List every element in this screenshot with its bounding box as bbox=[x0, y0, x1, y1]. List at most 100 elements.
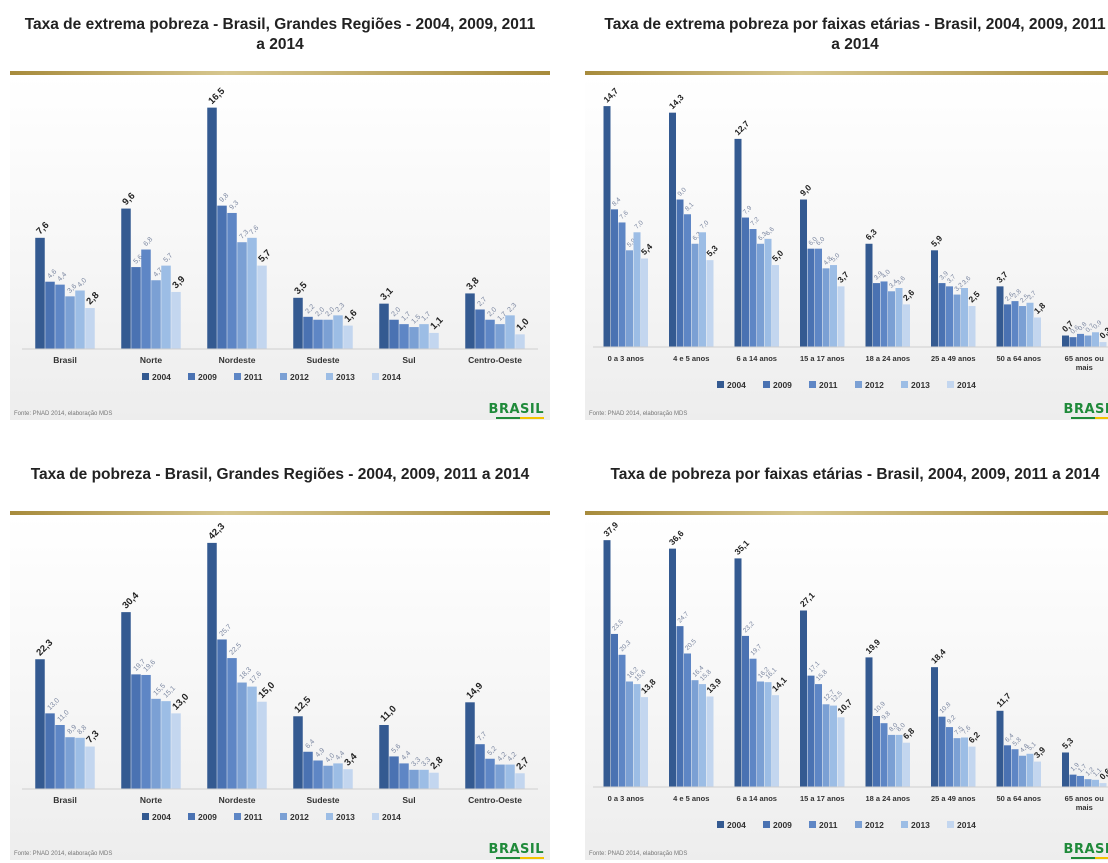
bar bbox=[669, 112, 676, 347]
data-label: 0,6 bbox=[1097, 766, 1108, 782]
bar bbox=[699, 684, 706, 787]
bar bbox=[75, 737, 85, 789]
bar bbox=[953, 738, 961, 787]
data-label: 6,3 bbox=[757, 231, 769, 243]
legend-label: 2004 bbox=[152, 812, 171, 822]
legend-swatch bbox=[188, 813, 195, 820]
bar bbox=[505, 764, 515, 789]
category-label: 0 a 3 anos bbox=[608, 354, 644, 363]
legend-label: 2011 bbox=[819, 380, 838, 390]
bar bbox=[1077, 333, 1084, 347]
category-label: 0 a 3 anos bbox=[608, 794, 644, 803]
bar bbox=[1034, 317, 1041, 347]
category-label: Sudeste bbox=[306, 795, 339, 805]
bar bbox=[961, 737, 968, 787]
data-label: 5,6 bbox=[132, 254, 144, 266]
bar-chart: 22,313,011,08,98,87,3Brasil30,419,719,61… bbox=[22, 521, 538, 822]
logo-flag-bar bbox=[496, 417, 544, 419]
bar bbox=[1069, 337, 1077, 347]
bar bbox=[419, 324, 429, 349]
legend-label: 2009 bbox=[198, 372, 217, 382]
bar bbox=[676, 199, 684, 347]
data-label: 0,9 bbox=[1092, 319, 1104, 331]
data-label: 4,4 bbox=[334, 750, 346, 762]
bar bbox=[1004, 304, 1011, 347]
bar bbox=[55, 725, 65, 789]
category-label: Norte bbox=[140, 355, 162, 365]
bar bbox=[515, 334, 525, 349]
data-label: 7,6 bbox=[618, 209, 630, 221]
bar bbox=[1026, 753, 1034, 787]
data-label: 2,7 bbox=[514, 755, 531, 772]
legend-swatch bbox=[947, 381, 954, 388]
data-label: 2,0 bbox=[486, 306, 498, 318]
bar bbox=[800, 199, 807, 347]
bar bbox=[121, 612, 131, 789]
bar bbox=[257, 265, 267, 349]
bar bbox=[399, 763, 409, 789]
bar bbox=[313, 319, 323, 349]
data-label: 3,7 bbox=[946, 273, 958, 285]
bar bbox=[379, 303, 389, 349]
bar bbox=[303, 751, 313, 789]
data-label: 14,9 bbox=[464, 681, 485, 702]
bar bbox=[633, 232, 641, 347]
category-label: Brasil bbox=[53, 355, 77, 365]
data-label: 6,0 bbox=[815, 235, 827, 247]
bar bbox=[475, 309, 485, 349]
legend-label: 2004 bbox=[727, 820, 746, 830]
bar bbox=[121, 208, 131, 349]
data-label: 9,6 bbox=[120, 191, 137, 208]
bar bbox=[227, 658, 237, 789]
category-label: Centro-Oeste bbox=[468, 795, 522, 805]
data-label: 30,4 bbox=[120, 590, 141, 611]
data-label: 1,7 bbox=[496, 311, 508, 323]
bar bbox=[419, 769, 429, 789]
bar bbox=[618, 222, 626, 347]
data-label: 5,7 bbox=[162, 252, 174, 264]
bar bbox=[757, 243, 764, 347]
legend-label: 2014 bbox=[382, 372, 401, 382]
data-label: 24,7 bbox=[676, 610, 690, 624]
bar bbox=[946, 286, 953, 347]
legend-swatch bbox=[372, 373, 379, 380]
data-label: 2,7 bbox=[476, 296, 488, 308]
logo-flag-bar bbox=[1071, 857, 1108, 859]
title-divider bbox=[10, 511, 550, 515]
data-label: 12,5 bbox=[292, 694, 313, 715]
data-label: 7,9 bbox=[742, 204, 754, 216]
bar bbox=[1062, 752, 1069, 787]
bar bbox=[343, 325, 353, 349]
bar bbox=[237, 242, 247, 349]
data-label: 1,7 bbox=[400, 311, 412, 323]
data-label: 6,8 bbox=[142, 236, 154, 248]
data-label: 9,0 bbox=[676, 186, 688, 198]
source-note: Fonte: PNAD 2014, elaboração MDS bbox=[14, 851, 113, 857]
bar bbox=[895, 288, 903, 347]
bar bbox=[475, 744, 485, 789]
source-note: Fonte: PNAD 2014, elaboração MDS bbox=[589, 411, 688, 417]
bar bbox=[938, 283, 946, 347]
data-label: 18,4 bbox=[929, 647, 948, 666]
bar bbox=[641, 697, 648, 787]
legend-swatch bbox=[855, 821, 862, 828]
data-label: 5,7 bbox=[256, 248, 273, 265]
data-label: 7,6 bbox=[961, 724, 973, 736]
category-label: 4 e 5 anos bbox=[673, 354, 709, 363]
bar bbox=[749, 658, 757, 787]
data-label: 16,5 bbox=[206, 85, 227, 106]
bar bbox=[633, 684, 641, 787]
data-label: 6,3 bbox=[863, 227, 879, 243]
legend-swatch bbox=[142, 373, 149, 380]
bar bbox=[171, 291, 181, 349]
data-label: 0,7 bbox=[1084, 322, 1096, 334]
data-label: 12,7 bbox=[732, 118, 751, 137]
data-label: 19,7 bbox=[749, 643, 763, 657]
bar-chart: 14,7 8,47,6 5,9 7,0 5,4 0 a 3 anos 14,3 9,0 8,1 6… bbox=[593, 86, 1108, 390]
data-label: 2,0 bbox=[324, 306, 336, 318]
brasil-logo: BRASIL bbox=[488, 842, 544, 857]
bar bbox=[55, 284, 65, 349]
legend-label: 2013 bbox=[336, 372, 355, 382]
bar bbox=[429, 772, 439, 789]
data-label: 2,3 bbox=[506, 302, 518, 314]
